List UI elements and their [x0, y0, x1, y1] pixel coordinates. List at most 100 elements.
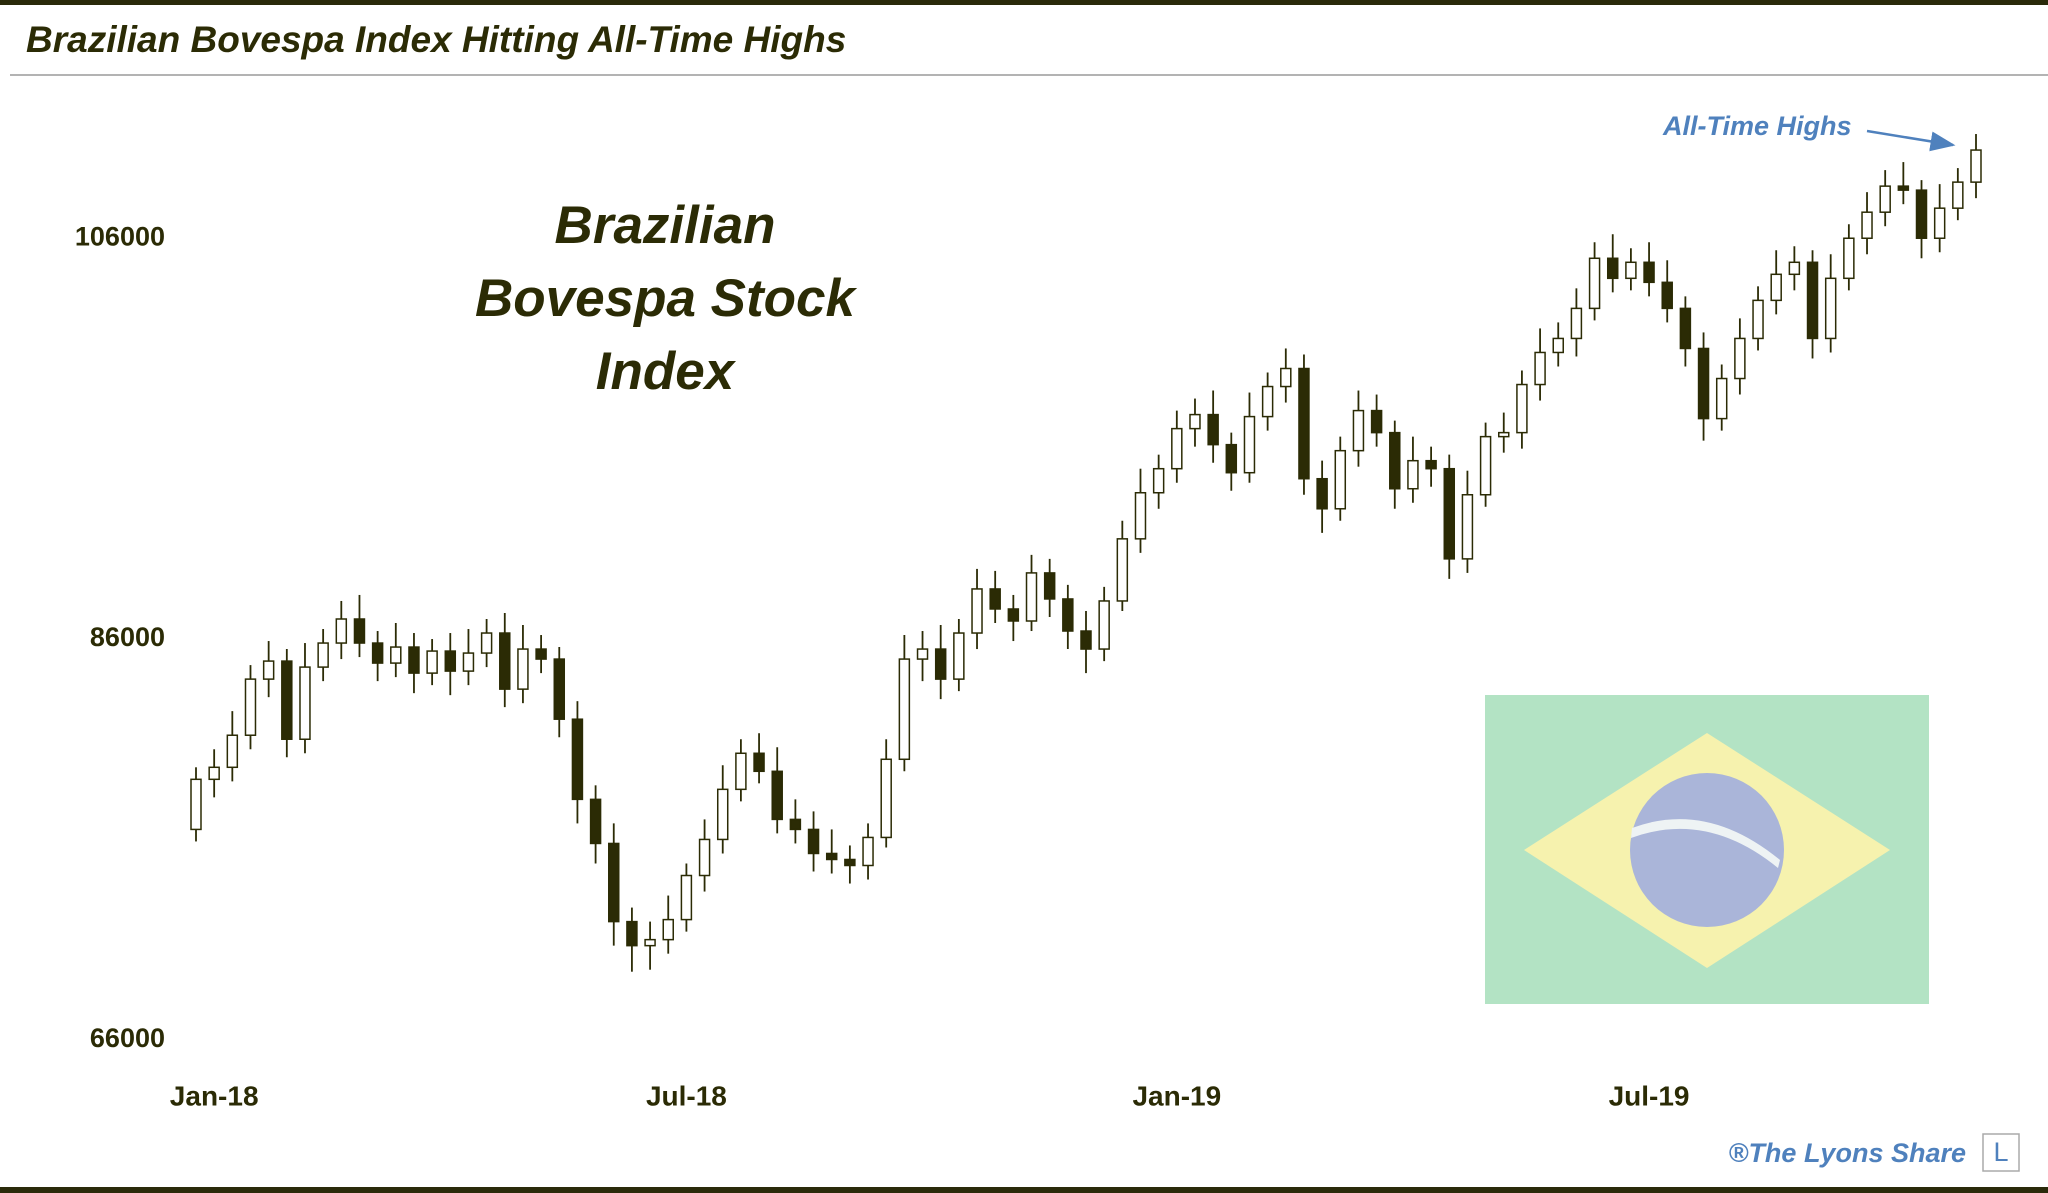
candle-body: [644, 938, 656, 947]
candle-body: [1788, 261, 1801, 276]
candle-body: [1080, 630, 1092, 650]
candle-body: [1152, 467, 1165, 494]
candle-body: [1824, 277, 1837, 340]
y-tick-label: 86000: [90, 622, 165, 652]
candle-body: [390, 646, 402, 664]
candle-body: [608, 842, 620, 923]
candle-body: [571, 718, 584, 801]
candle-body: [190, 778, 202, 831]
candle-body: [680, 874, 693, 921]
candle-body: [989, 588, 1001, 610]
candle-body: [1679, 307, 1692, 350]
candle-body: [1025, 572, 1038, 622]
y-tick-label: 106000: [75, 221, 165, 251]
candle-body: [262, 660, 275, 680]
candle-body: [1370, 409, 1383, 434]
candle-body: [1606, 257, 1619, 280]
candle-body: [1479, 435, 1492, 496]
x-tick-label: Jan-18: [170, 1080, 259, 1111]
candle-body: [226, 734, 239, 769]
candle-body: [1933, 207, 1946, 239]
candle-body: [1770, 273, 1782, 302]
candle-body: [1207, 413, 1219, 446]
flag-band: [1631, 819, 1780, 868]
logo-box: [1982, 1133, 2020, 1172]
candle-body: [408, 646, 420, 674]
candle-body: [1843, 237, 1855, 280]
candle-body: [299, 666, 311, 740]
candle-body: [807, 828, 820, 855]
candle-body: [1534, 351, 1546, 386]
candle-body: [444, 650, 457, 672]
candle-body: [1661, 281, 1673, 310]
highlight-arrow: [1866, 129, 1956, 152]
candle-body: [1715, 377, 1728, 420]
candle-body: [1952, 181, 1964, 209]
candle-body: [1516, 383, 1528, 434]
candle-body: [1425, 459, 1437, 470]
flag: [1485, 695, 1929, 1004]
candle-body: [426, 650, 438, 674]
chart-title: Brazilian Bovespa Index Hitting All-Time…: [26, 19, 846, 60]
candle-body: [1697, 347, 1710, 420]
candle-body: [880, 758, 892, 839]
candle-body: [716, 788, 729, 841]
candle-body: [281, 660, 293, 740]
candle-body: [1806, 261, 1819, 340]
candle-body: [1407, 459, 1419, 490]
candle-body: [1116, 538, 1129, 602]
candle-body: [1588, 257, 1601, 310]
bottom-border: [0, 1187, 2048, 1193]
annotation-line: Index: [596, 342, 737, 401]
candle-body: [335, 618, 348, 644]
candle-body: [771, 770, 783, 821]
logo: L: [1993, 1137, 2008, 1167]
candle-body: [317, 642, 329, 668]
candle-body: [1643, 261, 1655, 284]
candle-body: [1734, 337, 1746, 380]
candle-body: [535, 648, 547, 660]
candle-body: [1552, 337, 1564, 354]
candle-body: [1134, 491, 1147, 540]
candle-body: [1098, 600, 1110, 650]
candle-body: [244, 678, 257, 736]
annotation-line: Brazilian: [555, 196, 776, 255]
candle-body: [934, 648, 947, 680]
candle-body: [1352, 409, 1365, 452]
candle-body: [1389, 431, 1401, 490]
flag-globe: [1630, 773, 1784, 927]
candle-body: [1570, 307, 1583, 340]
credit: ®The Lyons Share: [1729, 1138, 1966, 1168]
candle-body: [1189, 413, 1201, 430]
candle-body: [1752, 299, 1764, 340]
candle-body: [898, 658, 911, 761]
candle-body: [753, 752, 765, 773]
y-tick-label: 66000: [90, 1023, 165, 1053]
candle-body: [353, 618, 366, 644]
candle-body: [971, 588, 983, 634]
candle-body: [1897, 185, 1910, 191]
candle-body: [1498, 431, 1510, 438]
candle-body: [1062, 598, 1074, 632]
candle-body: [1879, 185, 1891, 213]
candle-body: [825, 852, 838, 861]
candle-body: [953, 632, 965, 680]
candle-body: [662, 918, 674, 941]
candle-body: [698, 838, 711, 877]
highlight-label: All-Time Highs: [1662, 111, 1852, 141]
candle-body: [626, 920, 638, 947]
candle-body: [480, 632, 493, 654]
candle-body: [499, 632, 511, 690]
candle-body: [1461, 494, 1474, 560]
candle-body: [1171, 427, 1183, 470]
x-tick-label: Jul-18: [646, 1080, 727, 1111]
candle-body: [1298, 367, 1310, 480]
candle-body: [844, 858, 856, 867]
x-tick-label: Jan-19: [1132, 1080, 1221, 1111]
candle-body: [553, 658, 566, 720]
candle-body: [1915, 189, 1928, 239]
candle-body: [916, 648, 929, 660]
candle-body: [1443, 467, 1456, 560]
